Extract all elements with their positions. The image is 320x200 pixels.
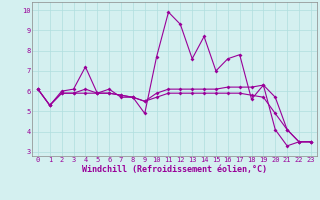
X-axis label: Windchill (Refroidissement éolien,°C): Windchill (Refroidissement éolien,°C)	[82, 165, 267, 174]
